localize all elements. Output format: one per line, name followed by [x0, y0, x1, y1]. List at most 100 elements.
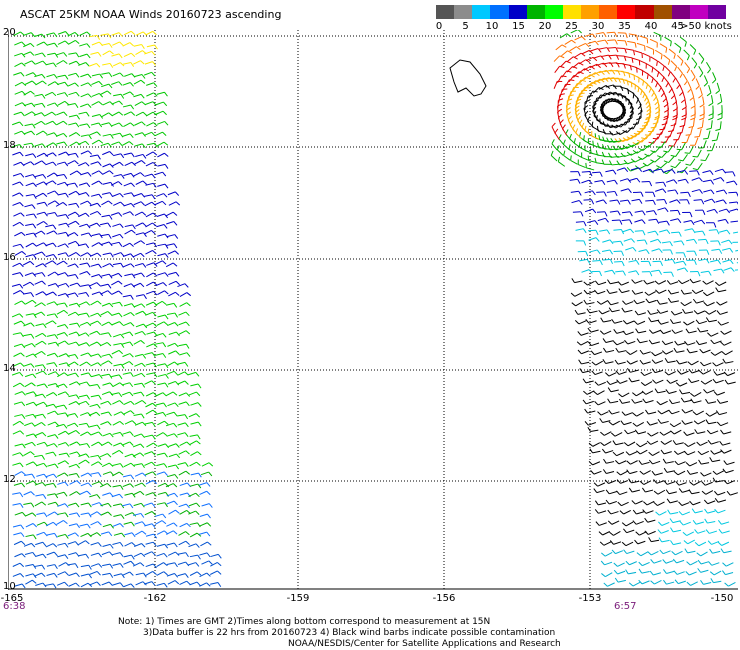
wind-barb-flag — [669, 241, 673, 247]
wind-barb-flag — [584, 99, 590, 103]
wind-barb-flag — [30, 451, 35, 456]
wind-barb-flag — [52, 392, 58, 397]
wind-barb — [68, 190, 77, 196]
wind-barb — [177, 573, 186, 577]
wind-barb-flag — [109, 63, 114, 68]
wind-barb — [718, 499, 727, 503]
wind-barb-flag — [699, 370, 704, 375]
wind-barb — [623, 238, 632, 242]
wind-barb — [621, 281, 629, 286]
wind-barb — [637, 116, 641, 125]
legend-label: 35 — [618, 21, 631, 32]
wind-barb-flag — [197, 421, 202, 427]
wind-barb — [642, 561, 650, 567]
wind-barb-flag — [162, 412, 167, 417]
wind-barb-flag — [680, 302, 685, 307]
wind-barb-flag — [662, 559, 667, 564]
wind-barb — [24, 60, 32, 65]
wind-barb — [590, 48, 599, 52]
wind-barb — [145, 533, 154, 537]
wind-barb-flag — [85, 212, 90, 217]
wind-barb — [68, 220, 76, 226]
wind-barb — [68, 52, 77, 55]
wind-barb-flag — [623, 528, 628, 534]
wind-barb — [609, 210, 618, 213]
wind-barb — [688, 330, 697, 334]
wind-barb-flag — [98, 374, 103, 379]
wind-barb-flag — [33, 232, 37, 238]
wind-barb-flag — [164, 272, 169, 277]
wind-barb-flag — [664, 371, 669, 376]
wind-barb-flag — [120, 514, 125, 520]
wind-barb-flag — [98, 170, 103, 175]
wind-barb — [595, 32, 604, 35]
wind-barb — [590, 329, 599, 333]
wind-barb-flag — [21, 232, 26, 237]
wind-barb-flag — [571, 302, 576, 307]
wind-barb — [133, 193, 142, 197]
wind-barb-flag — [597, 48, 602, 53]
wind-barb-flag — [206, 552, 211, 558]
wind-barb-flag — [599, 541, 605, 546]
wind-barb — [645, 399, 654, 404]
wind-barb-flag — [119, 72, 124, 77]
wind-barb — [45, 253, 54, 258]
wind-barb-flag — [686, 55, 690, 61]
wind-barb — [558, 138, 565, 146]
wind-barb-flag — [196, 571, 202, 576]
wind-barb — [200, 471, 209, 476]
wind-barb — [704, 198, 713, 203]
wind-barb — [11, 371, 20, 376]
wind-barb-flag — [587, 327, 592, 333]
wind-barb — [644, 121, 649, 129]
wind-barb — [639, 442, 648, 448]
wind-barb — [179, 352, 188, 356]
wind-barb — [570, 30, 579, 34]
wind-barb — [563, 143, 570, 151]
legend-swatch — [454, 5, 473, 19]
wind-barb-flag — [75, 203, 80, 208]
wind-barb-flag — [577, 179, 581, 184]
wind-barb — [593, 78, 601, 84]
wind-barb-flag — [655, 82, 659, 88]
wind-barb — [564, 79, 570, 87]
wind-barb-flag — [593, 482, 599, 487]
wind-barb-flag — [142, 581, 147, 586]
wind-barb — [155, 353, 164, 356]
wind-barb-flag — [142, 154, 147, 159]
wind-barb — [642, 144, 650, 151]
wind-barb-flag — [217, 554, 222, 559]
wind-barb — [57, 554, 66, 558]
wind-barb — [664, 65, 671, 73]
wind-barb — [68, 552, 77, 556]
wind-barb-flag — [665, 47, 668, 53]
wind-barb-flag — [718, 249, 723, 254]
wind-barb — [23, 292, 32, 295]
wind-barb-flag — [723, 189, 728, 195]
wind-barb-flag — [609, 531, 614, 536]
wind-barb — [167, 250, 176, 255]
wind-barb — [595, 199, 604, 203]
wind-barb — [697, 530, 706, 534]
wind-barb — [155, 411, 164, 415]
wind-barb — [14, 81, 23, 87]
wind-barb-flag — [654, 115, 660, 119]
wind-barb-flag — [54, 493, 59, 499]
wind-barb-flag — [650, 159, 656, 163]
wind-barb-flag — [732, 171, 736, 177]
wind-barb — [210, 562, 218, 567]
wind-barb-flag — [195, 562, 200, 567]
wind-barb — [101, 192, 110, 195]
wind-barb — [598, 281, 607, 286]
wind-barb-flag — [614, 459, 620, 465]
wind-barb — [80, 573, 89, 577]
wind-barb-flag — [624, 48, 627, 54]
wind-barb-flag — [576, 46, 581, 51]
wind-barb — [598, 502, 607, 506]
wind-barb-flag — [130, 462, 136, 467]
wind-barb — [77, 243, 86, 247]
wind-barb — [46, 32, 55, 36]
wind-barb-flag — [636, 117, 642, 121]
wind-barb-flag — [633, 320, 638, 325]
wind-barb-flag — [86, 443, 91, 449]
